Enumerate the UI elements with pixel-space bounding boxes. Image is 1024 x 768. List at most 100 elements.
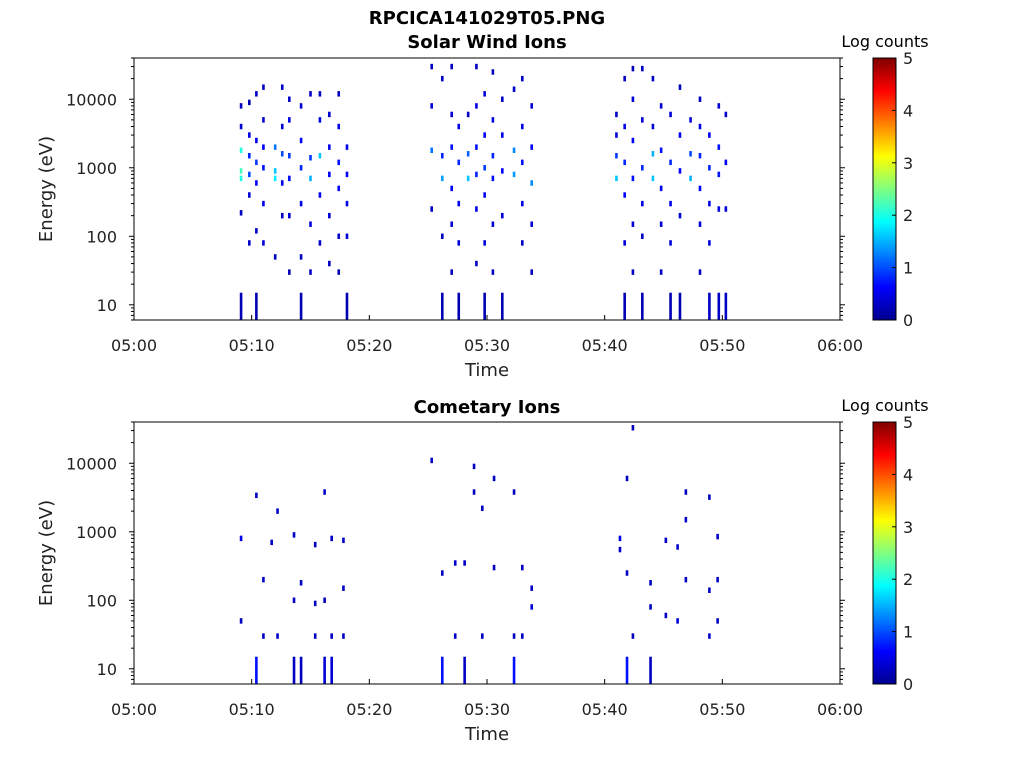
x-tick-label: 05:20 — [346, 336, 392, 355]
spectrogram-cell — [255, 91, 258, 97]
colorbar-tick-label: 3 — [903, 154, 913, 173]
spectrogram-cell — [337, 91, 341, 97]
spectrogram-cell — [480, 633, 484, 639]
spectrogram-cell — [299, 656, 303, 684]
spectrogram-cell — [248, 152, 251, 159]
spectrogram-cell — [483, 192, 486, 198]
spectrogram-cell — [659, 185, 663, 192]
spectrogram-cell — [724, 206, 728, 212]
x-ticks-solar-wind: 05:00 05:10 05:20 05:30 05:40 05:50 06:00 — [111, 315, 863, 355]
spectrogram-cell — [491, 117, 495, 123]
spectrogram-cells-cometary — [239, 425, 719, 684]
x-ticks-cometary: 05:00 05:10 05:20 05:30 05:40 05:50 06:00 — [111, 679, 863, 719]
spectrogram-cell — [345, 292, 349, 320]
x-axis-label-solar-wind: Time — [464, 360, 509, 381]
spectrogram-cell — [292, 597, 296, 604]
y-ticks-solar-wind: 10 100 1000 10000 — [66, 57, 845, 321]
spectrogram-cell — [491, 152, 495, 159]
spectrogram-cell — [280, 84, 284, 90]
spectrogram-cell — [623, 192, 626, 198]
spectrogram-cell — [440, 175, 444, 182]
spectrogram-cell — [631, 221, 635, 227]
spectrogram-cell — [698, 96, 702, 102]
spectrogram-cell — [318, 240, 322, 246]
spectrogram-cell — [345, 200, 349, 207]
spectrogram-cell — [530, 103, 534, 109]
spectrogram-cell — [440, 570, 444, 576]
spectrogram-cell — [475, 63, 478, 70]
spectrogram-cell — [466, 111, 470, 118]
spectrogram-cell — [472, 489, 476, 495]
spectrogram-cell — [342, 537, 345, 544]
x-tick-label: 05:40 — [582, 700, 628, 719]
spectrogram-cell — [512, 147, 516, 154]
spectrogram-cell — [659, 221, 663, 227]
spectrogram-cell — [318, 192, 322, 198]
spectrogram-cell — [475, 171, 478, 178]
spectrogram-cell — [239, 147, 243, 154]
spectrogram-cell — [631, 96, 635, 102]
spectrogram-cell — [651, 75, 655, 82]
spectrogram-cell — [328, 111, 331, 118]
spectrogram-cell — [501, 212, 504, 219]
spectrogram-cell — [491, 221, 495, 227]
panel-title-solar-wind: Solar Wind Ions — [407, 32, 566, 53]
spectrogram-cell — [472, 463, 476, 470]
spectrogram-cell — [457, 240, 461, 246]
spectrogram-cell — [262, 240, 265, 246]
spectrogram-cell — [450, 269, 453, 275]
spectrogram-cell — [615, 132, 618, 138]
spectrogram-cell — [440, 656, 444, 684]
spectrogram-cell — [440, 233, 444, 240]
y-tick-label: 1000 — [76, 523, 117, 542]
spectrogram-cell — [698, 123, 702, 130]
spectrogram-cell — [330, 535, 333, 542]
spectrogram-cell — [255, 656, 258, 684]
spectrogram-cell — [491, 175, 495, 182]
spectrogram-cell — [501, 132, 504, 138]
spectrogram-cell — [270, 539, 273, 546]
colorbar-tick-label: 2 — [903, 206, 913, 225]
spectrogram-cell — [330, 656, 333, 684]
spectrogram-cell — [649, 656, 652, 684]
plot-area-cometary — [134, 422, 840, 684]
x-axis-label-cometary: Time — [464, 724, 509, 745]
spectrogram-cell — [631, 175, 635, 182]
spectrogram-cell — [299, 200, 303, 207]
spectrogram-cell — [450, 221, 453, 227]
spectrogram-cell — [684, 576, 688, 583]
spectrogram-cell — [708, 165, 711, 171]
y-axis-label-solar-wind: Energy (eV) — [36, 136, 57, 242]
spectrogram-cell — [239, 292, 243, 320]
spectrogram-cell — [262, 200, 265, 207]
spectrogram-cell — [475, 144, 478, 150]
spectrogram-cell — [453, 633, 457, 639]
spectrogram-cell — [430, 103, 433, 109]
spectrogram-cell — [463, 560, 466, 566]
spectrogram-cell — [708, 587, 711, 593]
spectrogram-cell — [708, 200, 711, 207]
spectrogram-cell — [717, 206, 721, 212]
panel-title-cometary: Cometary Ions — [414, 397, 561, 418]
y-tick-label: 1000 — [76, 159, 117, 178]
colorbar-tick-label: 4 — [903, 101, 913, 120]
spectrogram-cell — [239, 168, 243, 174]
spectrogram-cell — [530, 269, 534, 275]
spectrogram-cell — [255, 180, 258, 186]
spectrogram-cell — [717, 171, 721, 178]
spectrogram-cell — [276, 508, 279, 514]
spectrogram-cell — [717, 144, 721, 150]
y-ticks-cometary: 10 100 1000 10000 — [66, 421, 845, 685]
y-tick-label: 10 — [97, 660, 117, 679]
spectrogram-cell — [716, 533, 719, 540]
spectrogram-cell — [299, 137, 303, 144]
spectrogram-cell — [255, 492, 258, 499]
spectrogram-cell — [475, 103, 478, 109]
spectrogram-cell — [345, 233, 349, 240]
spectrogram-cell — [521, 123, 524, 130]
spectrogram-cell — [453, 560, 457, 566]
spectrogram-cell — [521, 633, 524, 639]
spectrogram-cell — [318, 117, 322, 123]
spectrogram-cell — [457, 292, 461, 320]
